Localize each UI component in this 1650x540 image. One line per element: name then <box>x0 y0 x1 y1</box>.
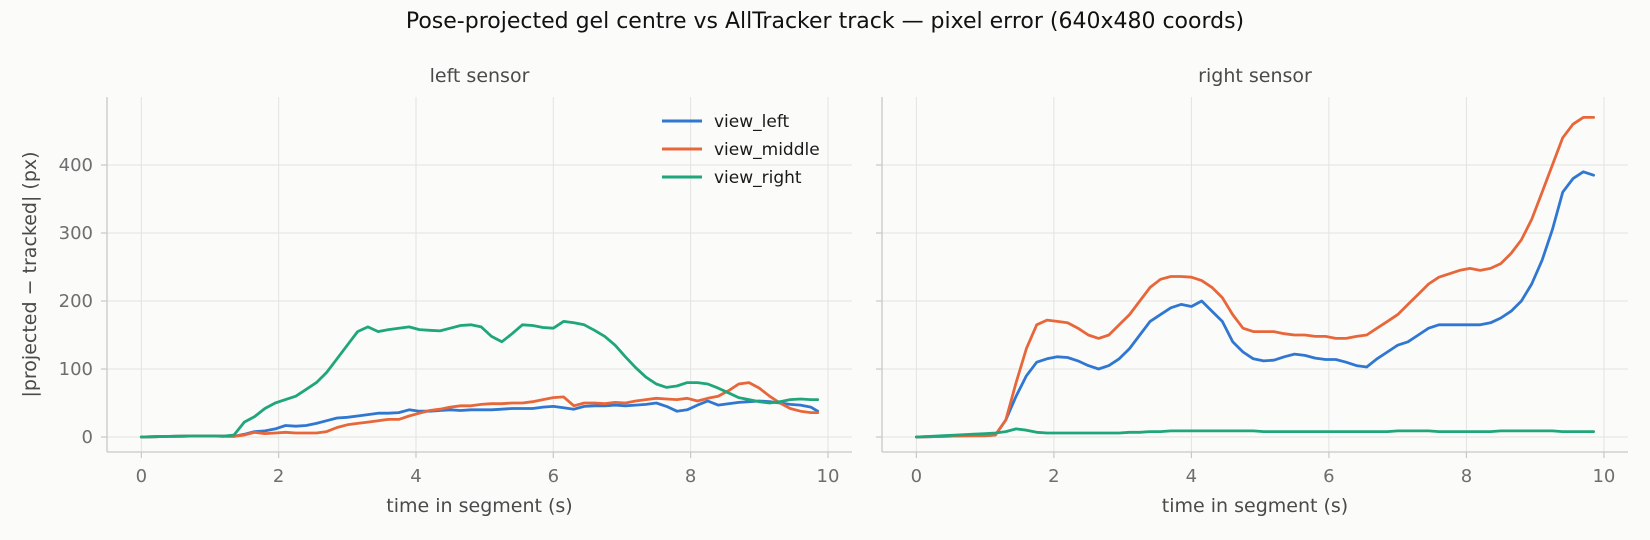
x-axis-label: time in segment (s) <box>1162 495 1348 517</box>
x-axis-label: time in segment (s) <box>386 495 572 517</box>
series-line-view-middle <box>139 381 820 439</box>
y-tick-label: 0 <box>82 427 93 448</box>
panel-title: left sensor <box>430 65 530 87</box>
panel-title: right sensor <box>1198 65 1312 87</box>
series-line-view-right <box>915 427 1595 439</box>
y-axis-label: |projected − tracked| (px) <box>19 151 41 397</box>
chart-title: Pose-projected gel centre vs AllTracker … <box>406 9 1244 34</box>
y-tick-label: 200 <box>59 291 93 312</box>
x-tick-label: 10 <box>817 466 840 487</box>
x-tick-label: 6 <box>1323 466 1334 487</box>
x-tick-label: 4 <box>410 466 421 487</box>
series-line-view-right <box>139 319 820 439</box>
x-tick-label: 8 <box>685 466 696 487</box>
series-line-view-left <box>139 399 820 439</box>
y-tick-label: 100 <box>59 359 93 380</box>
x-tick-label: 8 <box>1461 466 1472 487</box>
x-tick-label: 10 <box>1592 466 1615 487</box>
x-tick-label: 0 <box>136 466 147 487</box>
legend-label: view_middle <box>714 140 820 160</box>
x-tick-label: 0 <box>911 466 922 487</box>
right-sensor-panel: 0 2 4 6 8 10 right sensor time in segment (s) <box>876 65 1628 517</box>
x-tick-label: 6 <box>548 466 559 487</box>
x-tick-label: 2 <box>273 466 284 487</box>
y-tick-label: 400 <box>59 155 93 176</box>
x-tick-label: 4 <box>1186 466 1197 487</box>
y-tick-label: 300 <box>59 223 93 244</box>
legend-label: view_right <box>714 168 802 188</box>
x-tick-label: 2 <box>1048 466 1059 487</box>
series-line-view-left <box>915 170 1595 439</box>
series-line-view-middle <box>915 116 1595 439</box>
legend-label: view_left <box>714 112 790 132</box>
